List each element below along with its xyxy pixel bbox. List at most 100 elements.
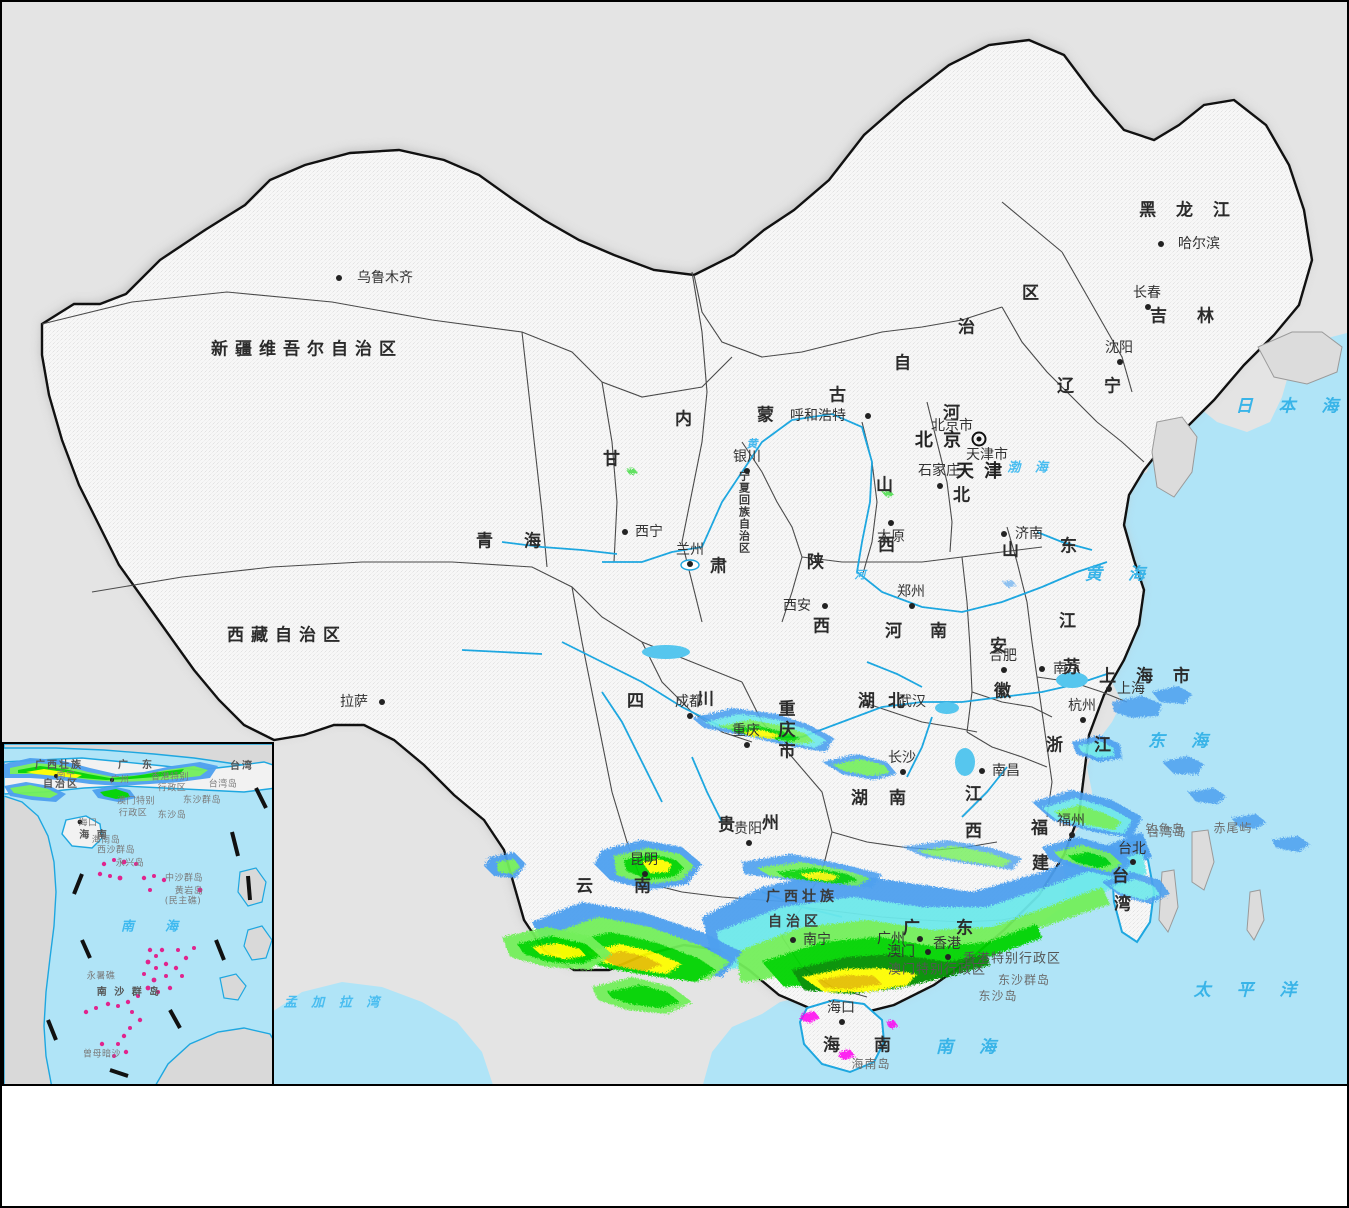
province-label-16: 河 [943,403,967,424]
land-layer [2,2,1347,1084]
city-label-5: 呼和浩特 [790,408,846,424]
city-dot-22 [746,840,752,846]
province-label-18: 山 [1002,540,1026,561]
city-label-19: 长沙 [888,750,916,766]
sea-label-0: 日 本 海 [1235,396,1349,417]
radar-echo-layer [2,2,1347,1084]
province-label-15: 西 [878,535,902,556]
city-dot-7 [888,520,894,526]
province-label-35: 北 [888,691,912,712]
city-label-20: 成都 [675,694,703,710]
city-label-8: 济南 [1015,526,1043,542]
province-label-54: 辽 [1057,376,1081,397]
province-label-17: 北 [953,485,977,506]
city-dot-26 [839,1019,845,1025]
province-label-47: 广 [903,918,927,939]
province-label-7: 古 [829,385,853,406]
city-label-0: 乌鲁木齐 [357,270,413,286]
city-dot-15 [979,768,985,774]
island-label-2: 赤尾屿 [1213,821,1253,835]
city-label-32: 北京市 [931,418,973,434]
city-dot-1 [379,699,385,705]
province-label-27: 浙 江 [1046,735,1118,756]
city-label-12: 南京 [1053,661,1081,677]
south-china-sea-inset[interactable]: 南 海广西壮族 自治区广 东台湾 台湾岛 香港特别 行政区 东沙群岛 澳门特别 行政区 东沙岛南… [2,742,274,1084]
island-label-5: 海南岛 [851,1057,891,1071]
city-dot-9 [909,603,915,609]
province-label-8: 自 [894,353,918,374]
city-label-23: 昆明 [630,852,658,868]
city-label-26: 海口 [827,1000,855,1016]
province-label-13: 西 [813,616,837,637]
sea-label-4: 太 平 洋 [1193,980,1307,1001]
city-dot-30 [945,954,951,960]
city-dot-21 [744,742,750,748]
city-label-18: 武汉 [898,694,926,710]
city-dot-14 [1080,717,1086,723]
sar-label-0: 香港特别行政区 [962,951,1062,967]
province-label-12: 陕 [807,552,831,573]
province-label-21: 南 [930,621,954,642]
city-label-30: 香港 [933,936,961,952]
city-label-25: 广州 [877,931,905,947]
province-label-56: 北 京 [914,430,964,451]
province-label-42: 州 [762,813,786,834]
province-label-52: 吉 [1150,306,1174,327]
city-label-9: 郑州 [897,584,925,600]
city-label-2: 西宁 [635,524,663,540]
province-label-0: 新疆维吾尔自治区 [211,339,403,360]
province-label-51: 黑 龙 江 [1139,200,1237,221]
province-label-20: 河 [885,621,909,642]
province-label-50: 南 [874,1035,898,1056]
province-label-1: 西藏自治区 [227,625,347,646]
sea-label-6: 孟 加 拉 湾 [283,995,385,1011]
city-dot-23 [642,871,648,877]
city-dot-29 [1117,359,1123,365]
province-label-34: 湖 [858,691,882,712]
province-label-19: 东 [1060,536,1084,557]
province-label-46: 自治区 [768,914,822,930]
province-label-32: 台 [1112,866,1136,887]
island-label-3: 东沙群岛 [997,973,1051,987]
province-label-29: 西 [965,821,989,842]
city-label-22: 贵阳 [734,821,762,837]
city-dot-3 [687,561,693,567]
province-label-40: 重庆市 [774,699,795,763]
province-label-6: 蒙 [757,405,781,426]
city-dot-10 [822,603,828,609]
city-dot-25 [917,936,923,942]
province-label-26: 上 海 市 [1099,666,1197,687]
city-dot-13 [1106,686,1112,692]
city-dot-27 [1158,241,1164,247]
province-label-14: 山 [876,475,900,496]
province-label-33: 湾 [1114,894,1138,915]
province-label-39: 川 [697,689,721,710]
province-label-25: 苏 [1063,657,1087,678]
province-label-31: 建 [1032,853,1056,874]
province-label-11: 宁夏回族自治区 [737,470,751,554]
province-label-9: 治 [958,317,982,338]
map-panel[interactable]: 新疆维吾尔自治区 西藏自治区青 海甘肃内蒙古自治区宁夏回族自治区陕西山西河北山东河… [0,0,1349,1086]
city-dot-16 [1069,832,1075,838]
province-label-23: 徽 [994,681,1018,702]
city-label-28: 长春 [1133,285,1161,301]
city-label-24: 南宁 [803,932,831,948]
city-label-6: 石家庄 [918,463,960,479]
city-label-4: 银川 [733,449,761,465]
river-label-1: 河 [854,568,866,582]
city-label-16: 福州 [1057,813,1085,829]
province-label-49: 海 [823,1035,847,1056]
city-label-31: 澳门 [887,944,915,960]
city-dot-2 [622,529,628,535]
city-label-1: 拉萨 [340,694,368,710]
province-label-28: 江 [965,784,989,805]
province-label-57: 天 津 [955,461,1005,482]
island-label-4: 东沙岛 [978,989,1018,1003]
legend-panel: 全国雷达拼图 [2025-11-19 06:24:00] [ 组合反射率 ] d… [0,1086,1349,1208]
capital-marker-beijing [971,431,987,447]
city-dot-31 [925,949,931,955]
province-label-43: 云 [576,876,600,897]
city-dot-5 [865,413,871,419]
province-label-44: 南 [634,876,658,897]
